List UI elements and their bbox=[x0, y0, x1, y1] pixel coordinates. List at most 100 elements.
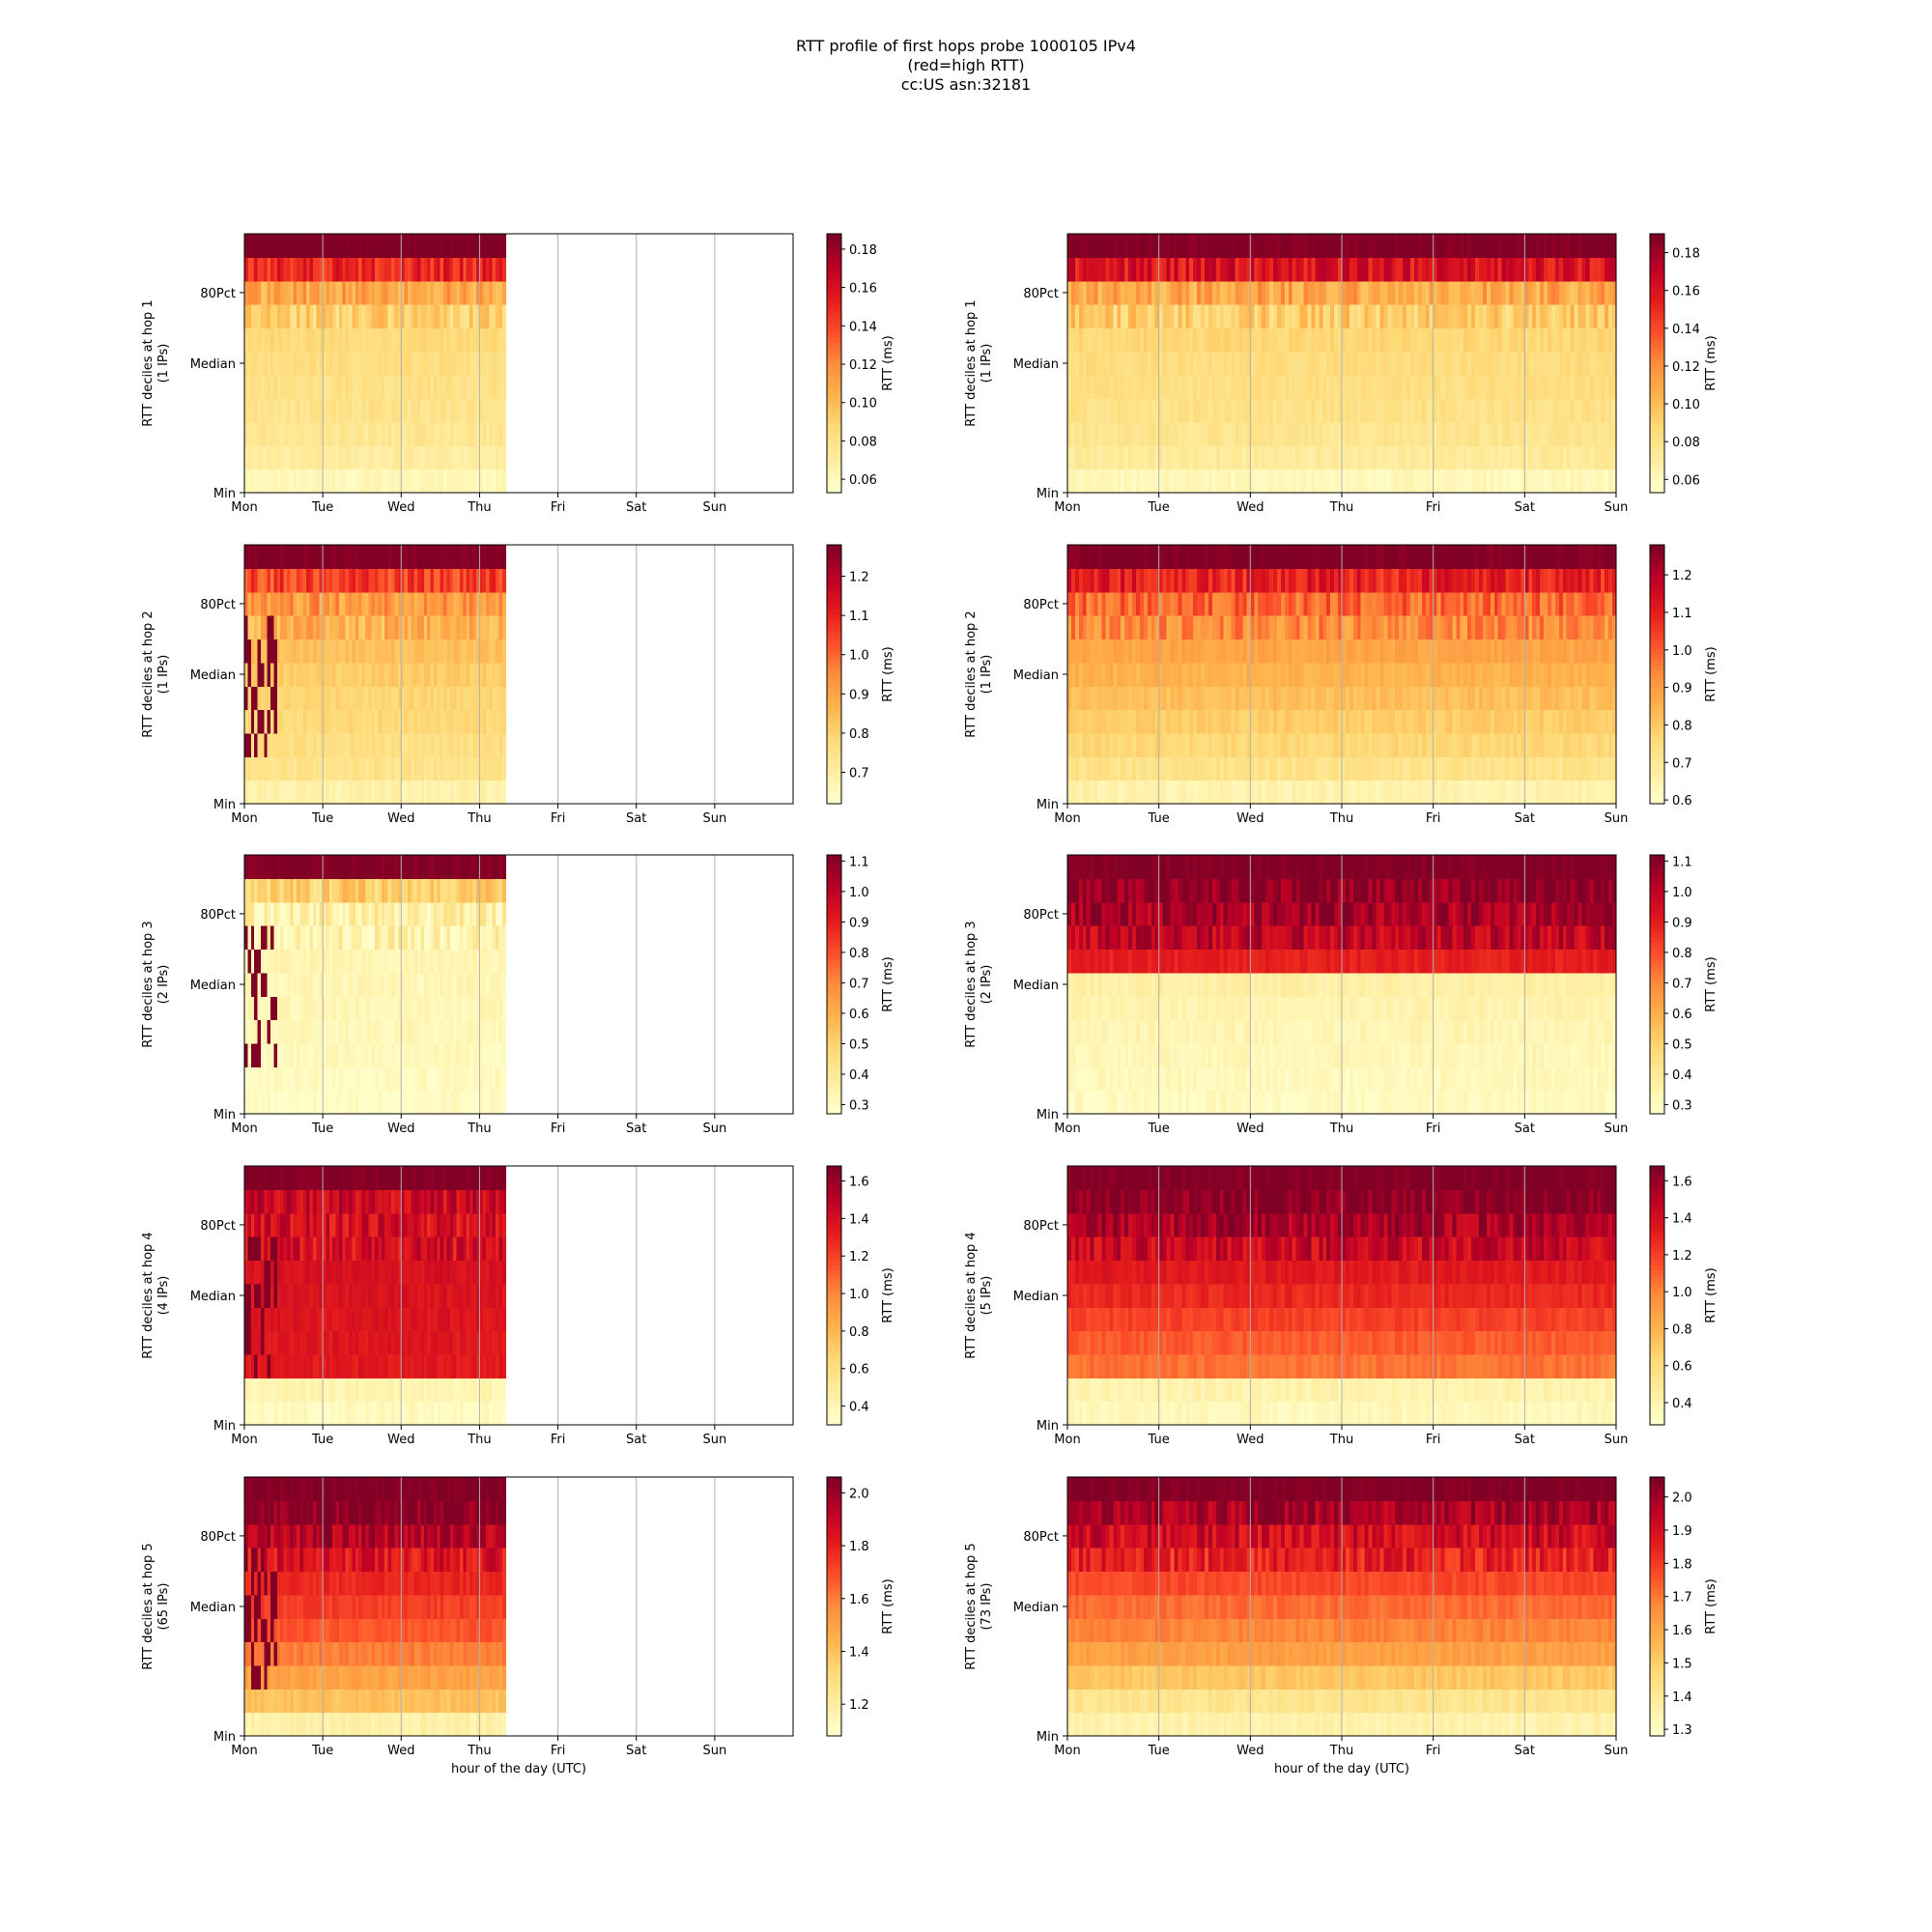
heatmap-cell bbox=[1528, 469, 1533, 494]
heatmap-cell bbox=[1463, 545, 1468, 569]
heatmap-cell bbox=[1269, 280, 1274, 305]
heatmap-cell bbox=[413, 469, 418, 494]
heatmap-cell bbox=[1158, 234, 1164, 258]
colorbar-segment bbox=[1650, 234, 1664, 240]
heatmap-cell bbox=[1352, 234, 1358, 258]
heatmap-cell bbox=[1208, 280, 1213, 305]
heatmap-cell bbox=[1330, 756, 1335, 781]
heatmap-cell bbox=[1295, 375, 1301, 400]
heatmap-cell bbox=[1070, 469, 1076, 494]
heatmap-cell bbox=[1254, 545, 1259, 569]
heatmap-cell bbox=[1250, 445, 1255, 470]
heatmap-cell bbox=[1205, 756, 1209, 781]
colorbar-segment bbox=[827, 583, 841, 589]
heatmap-cell bbox=[1097, 280, 1103, 305]
heatmap-cell bbox=[1269, 662, 1274, 687]
heatmap-cell bbox=[501, 615, 506, 640]
heatmap-cell bbox=[411, 234, 415, 258]
heatmap-cell bbox=[496, 662, 500, 687]
colorbar-segment bbox=[1650, 423, 1664, 429]
heatmap-cell bbox=[417, 709, 421, 734]
heatmap-cell bbox=[332, 591, 337, 616]
heatmap-cell bbox=[1074, 568, 1080, 593]
heatmap-cell bbox=[1608, 280, 1613, 305]
heatmap-cell bbox=[437, 445, 441, 470]
heatmap-cell bbox=[1467, 280, 1472, 305]
heatmap-cell bbox=[1262, 545, 1266, 569]
heatmap-cell bbox=[1223, 780, 1229, 805]
heatmap-cell bbox=[375, 280, 380, 305]
heatmap-cell bbox=[1608, 375, 1613, 400]
heatmap-cell bbox=[1379, 780, 1384, 805]
heatmap-cell bbox=[453, 709, 458, 734]
heatmap-cell bbox=[1406, 756, 1411, 781]
heatmap-cell bbox=[1178, 591, 1182, 616]
heatmap-cell bbox=[1223, 398, 1229, 423]
colorbar-segment bbox=[827, 234, 841, 240]
heatmap-cell bbox=[1319, 756, 1323, 781]
colorbar-segment bbox=[1650, 337, 1664, 343]
heatmap-cell bbox=[260, 375, 265, 400]
heatmap-cell bbox=[1528, 351, 1533, 376]
heatmap-cell bbox=[1364, 421, 1370, 446]
heatmap-cell bbox=[1410, 304, 1415, 329]
heatmap-cell bbox=[1158, 686, 1164, 711]
colorbar-segment bbox=[1650, 444, 1664, 450]
heatmap-cell bbox=[358, 639, 363, 664]
heatmap-cell bbox=[1342, 545, 1347, 569]
heatmap-cell bbox=[1479, 686, 1484, 711]
heatmap-cell bbox=[1067, 709, 1072, 734]
heatmap-cell bbox=[1417, 545, 1423, 569]
heatmap-cell bbox=[1132, 375, 1137, 400]
heatmap-cell bbox=[1189, 545, 1194, 569]
heatmap-cell bbox=[459, 780, 464, 805]
heatmap-cell bbox=[1585, 280, 1590, 305]
heatmap-cell bbox=[384, 639, 389, 664]
heatmap-cell bbox=[423, 421, 428, 446]
heatmap-cell bbox=[1284, 662, 1290, 687]
heatmap-cell bbox=[1520, 686, 1525, 711]
heatmap-cell bbox=[1352, 780, 1358, 805]
heatmap-cell bbox=[332, 732, 337, 757]
heatmap-cell bbox=[407, 686, 412, 711]
heatmap-cell bbox=[1139, 445, 1145, 470]
heatmap-cell bbox=[1436, 304, 1442, 329]
heatmap-cell bbox=[1417, 445, 1423, 470]
heatmap-cell bbox=[361, 756, 366, 781]
heatmap-cell bbox=[485, 591, 490, 616]
heatmap-cell bbox=[496, 445, 500, 470]
colorbar-segment bbox=[827, 324, 841, 329]
heatmap-cell bbox=[260, 280, 265, 305]
heatmap-cell bbox=[420, 686, 425, 711]
heatmap-cell bbox=[1303, 304, 1309, 329]
heatmap-cell bbox=[267, 304, 271, 329]
heatmap-cell bbox=[1433, 639, 1438, 664]
heatmap-cell bbox=[485, 234, 490, 258]
heatmap-cell bbox=[1143, 780, 1149, 805]
heatmap-cell bbox=[1482, 445, 1488, 470]
heatmap-cell bbox=[1383, 732, 1388, 757]
heatmap-cell bbox=[446, 398, 451, 423]
heatmap-cell bbox=[1548, 351, 1552, 376]
heatmap-cell bbox=[247, 756, 252, 781]
heatmap-cell bbox=[1269, 568, 1274, 593]
heatmap-cell bbox=[427, 545, 432, 569]
heatmap-cell bbox=[475, 568, 480, 593]
heatmap-cell bbox=[323, 545, 327, 569]
heatmap-cell bbox=[417, 304, 421, 329]
heatmap-cell bbox=[1452, 445, 1457, 470]
heatmap-cell bbox=[1094, 662, 1099, 687]
heatmap-cell bbox=[1505, 375, 1511, 400]
heatmap-cell bbox=[1589, 421, 1594, 446]
heatmap-cell bbox=[1074, 445, 1080, 470]
heatmap-cell bbox=[1479, 732, 1484, 757]
chart-title-line-2: (red=high RTT) bbox=[907, 56, 1025, 74]
heatmap-cell bbox=[496, 304, 500, 329]
heatmap-cell bbox=[276, 234, 281, 258]
heatmap-cell bbox=[1074, 756, 1080, 781]
heatmap-cell bbox=[1166, 304, 1172, 329]
heatmap-cell bbox=[335, 375, 340, 400]
heatmap-cell bbox=[1425, 615, 1431, 640]
heatmap-cell bbox=[1364, 327, 1370, 353]
heatmap-cell bbox=[469, 639, 474, 664]
